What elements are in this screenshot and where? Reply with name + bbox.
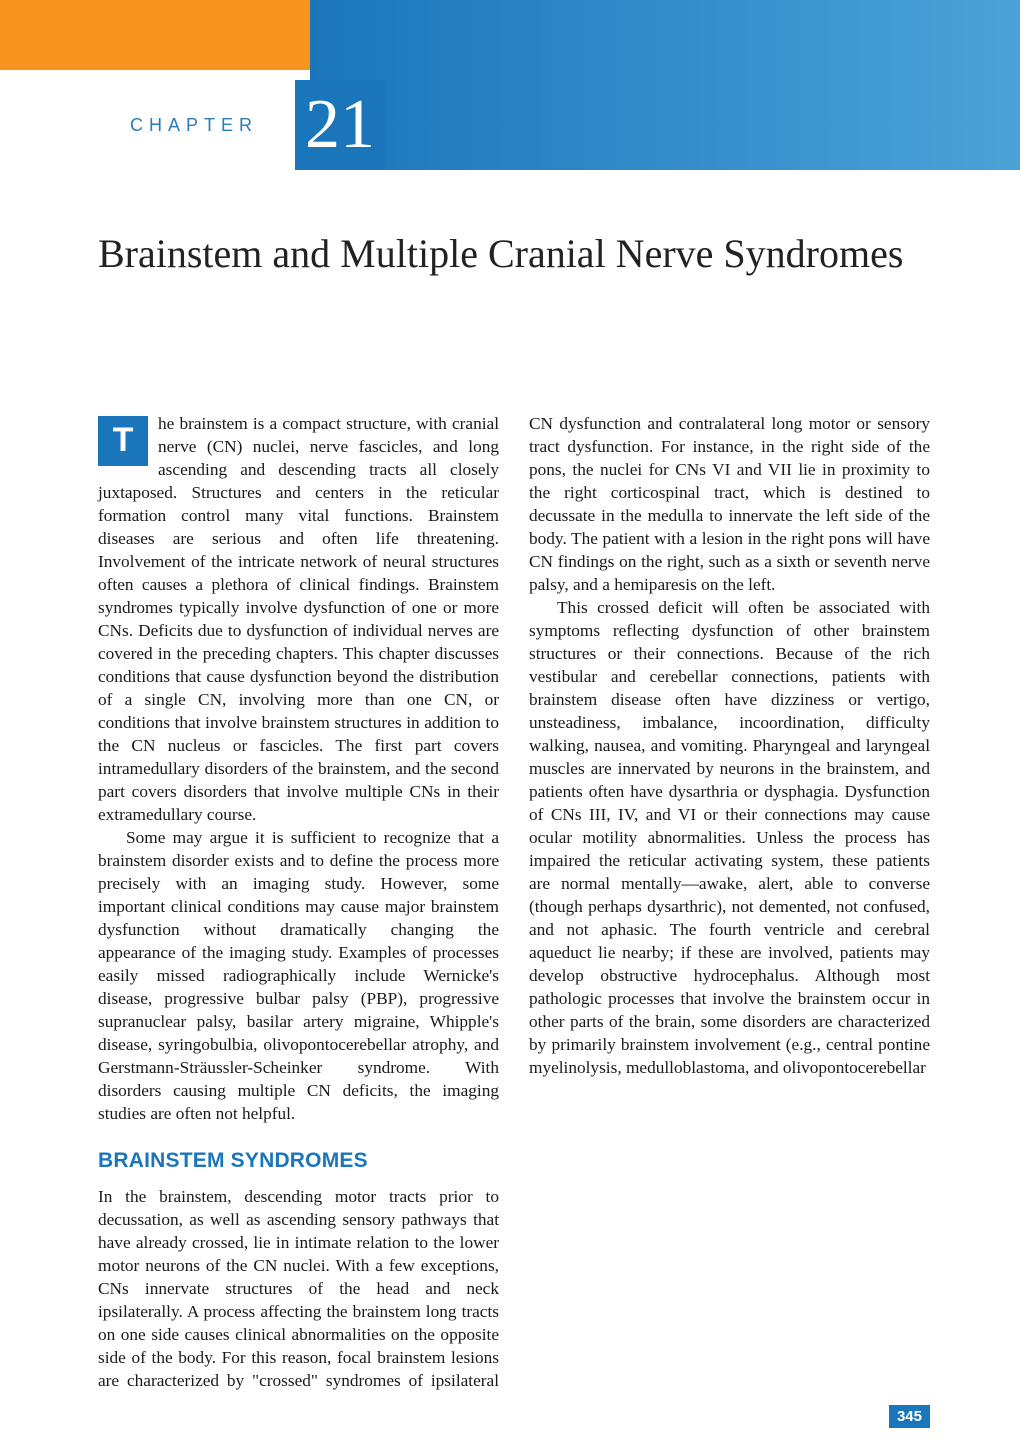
chapter-number: 21: [305, 90, 375, 160]
section-heading-brainstem: BRAINSTEM SYNDROMES: [98, 1147, 499, 1175]
chapter-title: Brainstem and Multiple Cranial Nerve Syn…: [98, 230, 930, 277]
chapter-label: CHAPTER: [130, 115, 258, 136]
title-block: Brainstem and Multiple Cranial Nerve Syn…: [98, 230, 930, 277]
drop-cap: T: [98, 416, 148, 466]
body-content: The brainstem is a compact structure, wi…: [98, 412, 930, 1396]
paragraph-4: This crossed deficit will often be assoc…: [529, 596, 930, 1079]
paragraph-2: Some may argue it is sufficient to recog…: [98, 826, 499, 1125]
chapter-number-box: 21: [295, 80, 385, 170]
para1-text: he brainstem is a compact structure, wit…: [98, 414, 499, 824]
header-orange-block: [0, 0, 310, 70]
header-blue-block: [310, 0, 1020, 170]
chapter-header: CHAPTER 21: [0, 0, 1020, 170]
paragraph-1: The brainstem is a compact structure, wi…: [98, 412, 499, 826]
page-number: 345: [889, 1405, 930, 1428]
